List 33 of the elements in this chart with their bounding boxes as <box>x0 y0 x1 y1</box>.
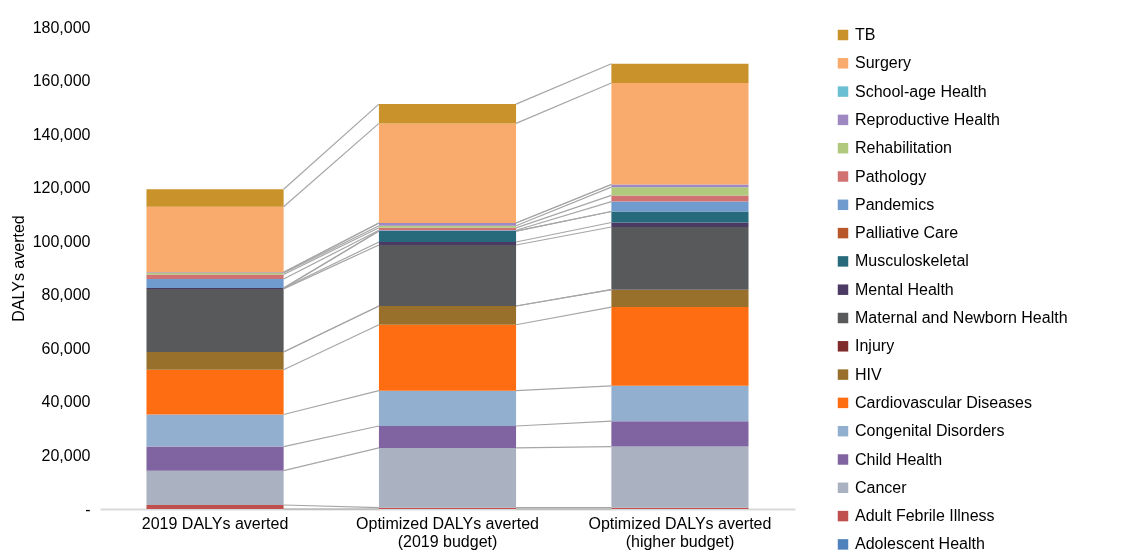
legend-label: Pandemics <box>855 195 935 213</box>
legend-label: Cardiovascular Diseases <box>855 393 1032 411</box>
y-tick-label: - <box>85 500 91 518</box>
legend-label: Maternal and Newborn Health <box>855 309 1068 326</box>
y-tick-label: 100,000 <box>32 232 91 250</box>
y-tick-label: 80,000 <box>41 286 91 304</box>
legend-label: School-age Health <box>855 82 987 100</box>
legend-label: Injury <box>855 337 895 355</box>
y-axis-title: DALYs averted <box>9 215 27 322</box>
legend-label: TB <box>855 26 876 43</box>
y-tick-label: 160,000 <box>32 72 91 90</box>
legend-label: Adolescent Health <box>855 535 985 553</box>
legend-label: Pathology <box>855 167 927 185</box>
legend-label: Surgery <box>855 54 912 72</box>
legend-label: Reproductive Health <box>855 110 1000 128</box>
legend-label: Child Health <box>855 450 943 468</box>
y-tick-label: 180,000 <box>32 18 91 36</box>
y-tick-label: 140,000 <box>32 125 91 143</box>
legend-label: Mental Health <box>855 280 954 298</box>
y-tick-label: 60,000 <box>41 339 91 357</box>
legend-label: Cancer <box>855 478 908 496</box>
legend-label: Rehabilitation <box>855 139 952 157</box>
x-tick-label: 2019 DALYs averted <box>141 514 289 532</box>
y-tick-label: 120,000 <box>32 179 91 197</box>
x-tick-label: Optimized DALYs averted (2019 budget) <box>356 514 539 550</box>
legend-label: Musculoskeletal <box>855 252 969 270</box>
legend-label: Adult Febrile Illness <box>855 507 995 525</box>
legend-label: Palliative Care <box>855 224 959 242</box>
y-tick-label: 20,000 <box>41 446 91 464</box>
legend-label: Congenital Disorders <box>855 422 1005 440</box>
y-tick-label: 40,000 <box>41 393 91 411</box>
x-tick-label: Optimized DALYs averted (higher budget) <box>588 514 772 550</box>
legend-label: HIV <box>855 365 882 383</box>
